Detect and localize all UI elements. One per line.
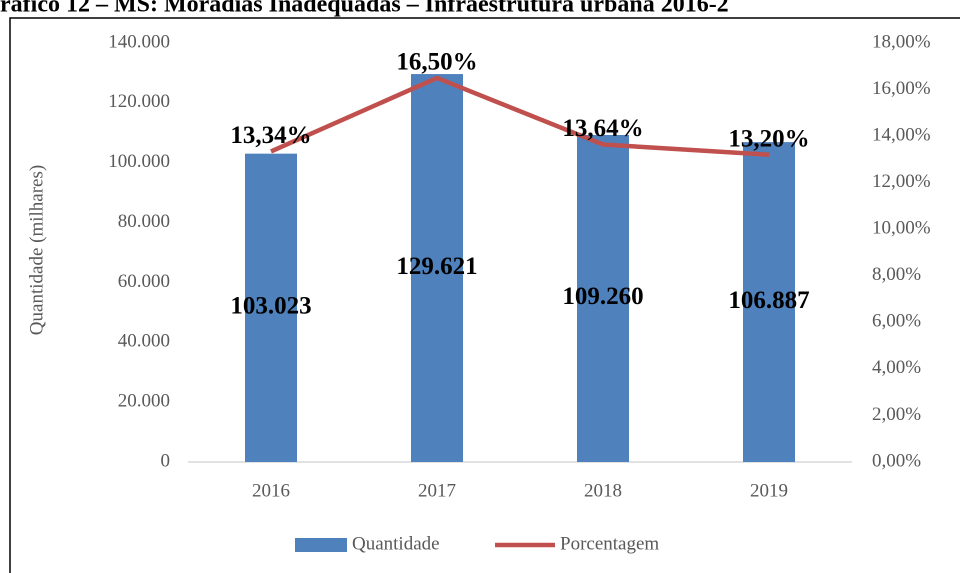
x-tick-label: 2017 (418, 480, 456, 501)
data-label: 106.887 (728, 287, 809, 314)
y2-tick-label: 2,00% (872, 404, 921, 425)
y2-tick-label: 10,00% (872, 218, 931, 239)
bar (411, 74, 463, 462)
data-label: 129.621 (396, 253, 477, 280)
bar (743, 142, 795, 462)
y-tick-label: 140.000 (108, 31, 170, 52)
x-tick-label: 2018 (584, 480, 622, 501)
y2-tick-label: 18,00% (872, 31, 931, 52)
line (270, 75, 770, 157)
legend-swatch (295, 538, 347, 552)
y-tick-label: 40.000 (118, 331, 170, 352)
y2-tick-label: 16,00% (872, 78, 931, 99)
data-label: 103.023 (230, 293, 311, 320)
y2-tick-label: 6,00% (872, 311, 921, 332)
y2-tick-label: 8,00% (872, 264, 921, 285)
y2-tick-label: 12,00% (872, 171, 931, 192)
x-tick-label: 2016 (252, 480, 290, 501)
chart-frame (9, 17, 960, 573)
legend-label: Quantidade (352, 533, 440, 554)
chart-title: ráfico 12 – MS: Moradias Inadequadas – I… (0, 0, 729, 18)
legend-label: Porcentagem (560, 533, 659, 554)
data-label: 109.260 (562, 283, 643, 310)
y2-tick-label: 4,00% (872, 357, 921, 378)
data-label: 13,64% (562, 115, 643, 142)
y2-tick-label: 14,00% (872, 124, 931, 145)
y-axis-title: Quantidade (milhares) (26, 165, 47, 335)
y-tick-label: 100.000 (108, 151, 170, 172)
data-label: 13,34% (230, 122, 311, 149)
data-label: 16,50% (396, 49, 477, 76)
data-label: 13,20% (728, 125, 809, 152)
y-tick-label: 60.000 (118, 271, 170, 292)
bar (245, 153, 297, 463)
x-tick-label: 2019 (750, 480, 788, 501)
y-tick-label: 120.000 (108, 91, 170, 112)
y-tick-label: 80.000 (118, 211, 170, 232)
y-tick-label: 0 (161, 450, 171, 471)
y2-tick-label: 0,00% (872, 450, 921, 471)
bar (577, 135, 629, 462)
y-tick-label: 20.000 (118, 391, 170, 412)
